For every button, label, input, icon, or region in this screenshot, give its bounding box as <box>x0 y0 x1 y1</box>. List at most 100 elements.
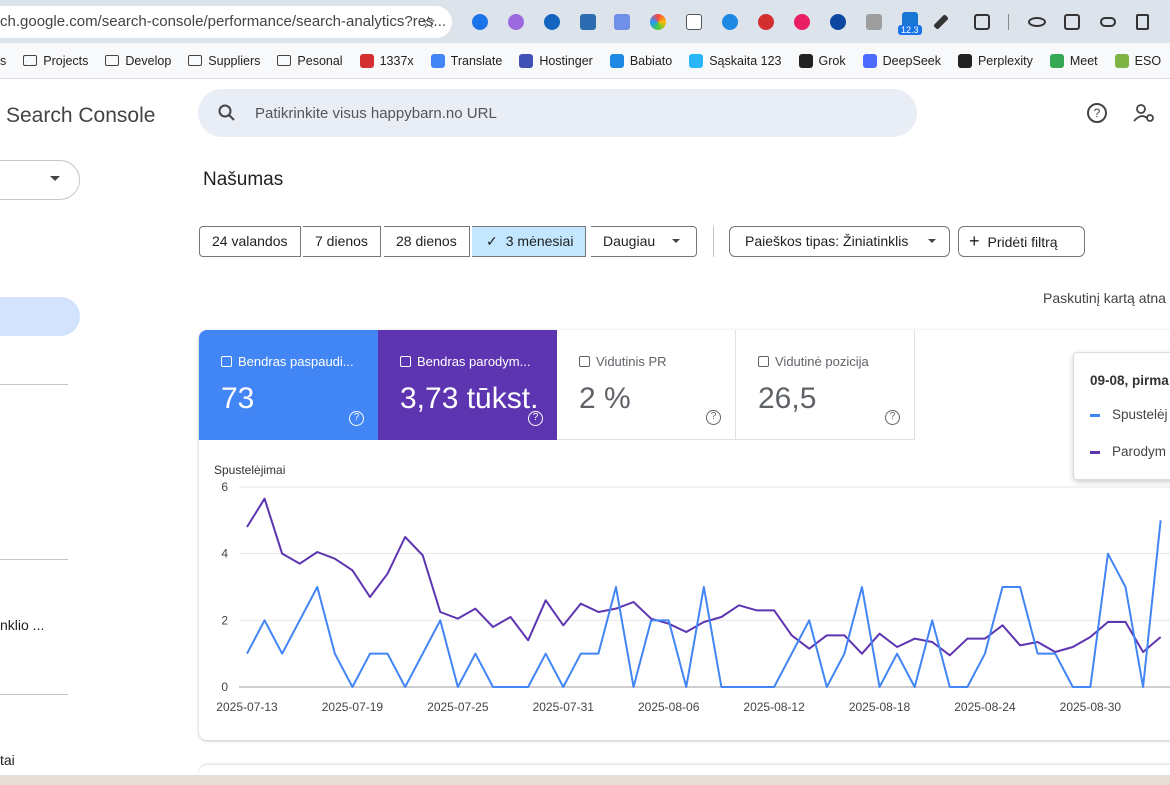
series-swatch <box>1090 413 1100 417</box>
x-tick-label: 2025-07-31 <box>533 700 595 714</box>
bookmark-icon <box>1049 53 1064 68</box>
metric-card[interactable]: Bendras parodym... 3,73 tūkst.? <box>378 330 557 440</box>
date-filter[interactable]: Daugiau <box>591 226 697 257</box>
bookmark-icon <box>430 53 445 68</box>
help-button[interactable]: ? <box>1087 103 1107 123</box>
metric-name: Bendras parodym... <box>417 354 531 369</box>
metric-value: 26,5 <box>758 382 817 415</box>
extension-icon[interactable] <box>580 14 596 30</box>
bookmark-label: Suppliers <box>208 53 261 68</box>
bookmark[interactable]: Sąskaita 123 <box>689 53 782 68</box>
help-icon[interactable]: ? <box>706 410 721 425</box>
metric-name: Bendras paspaudi... <box>238 354 354 369</box>
extension-icon[interactable] <box>794 14 810 30</box>
bookmark-icon <box>957 53 972 68</box>
series-label: Parodym <box>1112 444 1167 459</box>
bookmark[interactable]: Pesonal <box>277 54 343 68</box>
help-icon[interactable]: ? <box>885 410 900 425</box>
bookmark[interactable]: s <box>0 54 6 68</box>
search-type-filter[interactable]: Paieškos tipas: Žiniatinklis <box>729 226 950 257</box>
x-tick-label: 2025-07-25 <box>427 700 489 714</box>
extension-icon[interactable] <box>902 12 918 28</box>
help-icon[interactable]: ? <box>349 411 364 426</box>
extensions-menu[interactable] <box>974 14 990 30</box>
bookmark[interactable]: Meet <box>1049 53 1098 68</box>
add-filter-button[interactable]: + Pridėti filtrą <box>958 226 1085 257</box>
extension-icon[interactable] <box>508 14 524 30</box>
extension-icon[interactable] <box>472 14 488 30</box>
extension-icon[interactable] <box>544 14 560 30</box>
toolbar-icon[interactable] <box>1028 17 1046 27</box>
extension-icon[interactable] <box>866 14 882 30</box>
metric-name: Vidutinė pozicija <box>775 354 869 369</box>
metric-value: 3,73 tūkst. <box>400 382 539 415</box>
nav-item[interactable]: nklio ... <box>0 617 45 633</box>
property-selector[interactable] <box>0 160 80 200</box>
dropdown-caret <box>928 239 936 243</box>
y-tick-label: 2 <box>221 613 228 627</box>
bookmark[interactable]: Grok <box>798 53 846 68</box>
bookmark-label: Translate <box>450 53 503 68</box>
bookmark-icon <box>188 55 203 66</box>
extension-icon[interactable] <box>686 14 702 30</box>
bookmark-icon <box>23 55 38 66</box>
metric-card[interactable]: Vidutinė pozicija 26,5? <box>736 330 915 440</box>
checkbox <box>579 356 590 367</box>
extension-badge: 12.3 <box>898 25 922 35</box>
metric-card[interactable]: Vidutinis PR 2 %? <box>557 330 736 440</box>
bookmark-label: s <box>0 53 7 68</box>
toolbar-icon[interactable] <box>1064 14 1080 30</box>
x-tick-label: 2025-08-18 <box>849 700 911 714</box>
search-icon <box>218 104 235 121</box>
bookmark-icon <box>862 53 877 68</box>
bookmark[interactable]: 1337x <box>359 53 414 68</box>
nav-item-selected[interactable] <box>0 297 80 336</box>
y-tick-label: 6 <box>221 480 228 494</box>
metric-label: Vidutinė pozicija <box>758 354 914 369</box>
separator <box>713 226 714 257</box>
date-filter[interactable]: 28 dienos <box>384 226 470 257</box>
nav-item[interactable]: tai <box>0 752 15 768</box>
toolbar-icon[interactable] <box>1100 17 1116 27</box>
search-bar[interactable] <box>198 89 917 137</box>
chip-label: Paieškos tipas: Žiniatinklis <box>745 233 909 249</box>
bookmark[interactable]: ESO <box>1114 53 1161 68</box>
chip-label: Daugiau <box>603 233 656 249</box>
toolbar-icon[interactable] <box>1136 14 1149 30</box>
bookmark[interactable]: Projects <box>23 54 88 68</box>
bookmark-icon <box>609 53 624 68</box>
help-icon[interactable]: ? <box>528 411 543 426</box>
address-bar[interactable]: ch.google.com/search-console/performance… <box>0 6 452 38</box>
url: ch.google.com/search-console/performance… <box>0 13 447 30</box>
extension-icon[interactable] <box>722 14 738 30</box>
bookmark-label: Hostinger <box>539 53 593 68</box>
series-label: Spustelėj <box>1112 407 1168 422</box>
x-tick-label: 2025-08-12 <box>743 700 805 714</box>
bookmark[interactable]: Translate <box>430 53 503 68</box>
admin-button[interactable] <box>1133 103 1155 123</box>
metric-card[interactable]: Bendras paspaudi... 73? <box>199 330 378 440</box>
extension-icon[interactable] <box>650 14 666 30</box>
date-filter[interactable]: 7 dienos <box>303 226 381 257</box>
divider <box>0 694 68 695</box>
x-tick-label: 2025-08-06 <box>638 700 700 714</box>
bookmark[interactable]: Hostinger <box>519 53 593 68</box>
extension-icon[interactable] <box>830 14 846 30</box>
product-name: Search Console <box>6 104 156 127</box>
date-filter[interactable]: 24 valandos <box>199 226 301 257</box>
tooltip-item: Spustelėj <box>1090 407 1168 422</box>
bookmark[interactable]: DeepSeek <box>862 53 941 68</box>
bookmark[interactable]: Suppliers <box>188 54 260 68</box>
x-tick-label: 2025-08-24 <box>954 700 1016 714</box>
bookmark[interactable]: Babiato <box>609 53 672 68</box>
date-filter-selected[interactable]: ✓ 3 mėnesiai <box>472 226 587 257</box>
extension-icon[interactable] <box>758 14 774 30</box>
bookmark[interactable]: Develop <box>105 54 171 68</box>
bookmark-label: 1337x <box>379 53 414 68</box>
metric-value: 73 <box>221 382 255 415</box>
bookmark[interactable]: Perplexity <box>957 53 1033 68</box>
star-icon[interactable]: ☆ <box>421 13 437 32</box>
bookmark-icon <box>1114 53 1129 68</box>
extension-icon[interactable] <box>614 14 630 30</box>
